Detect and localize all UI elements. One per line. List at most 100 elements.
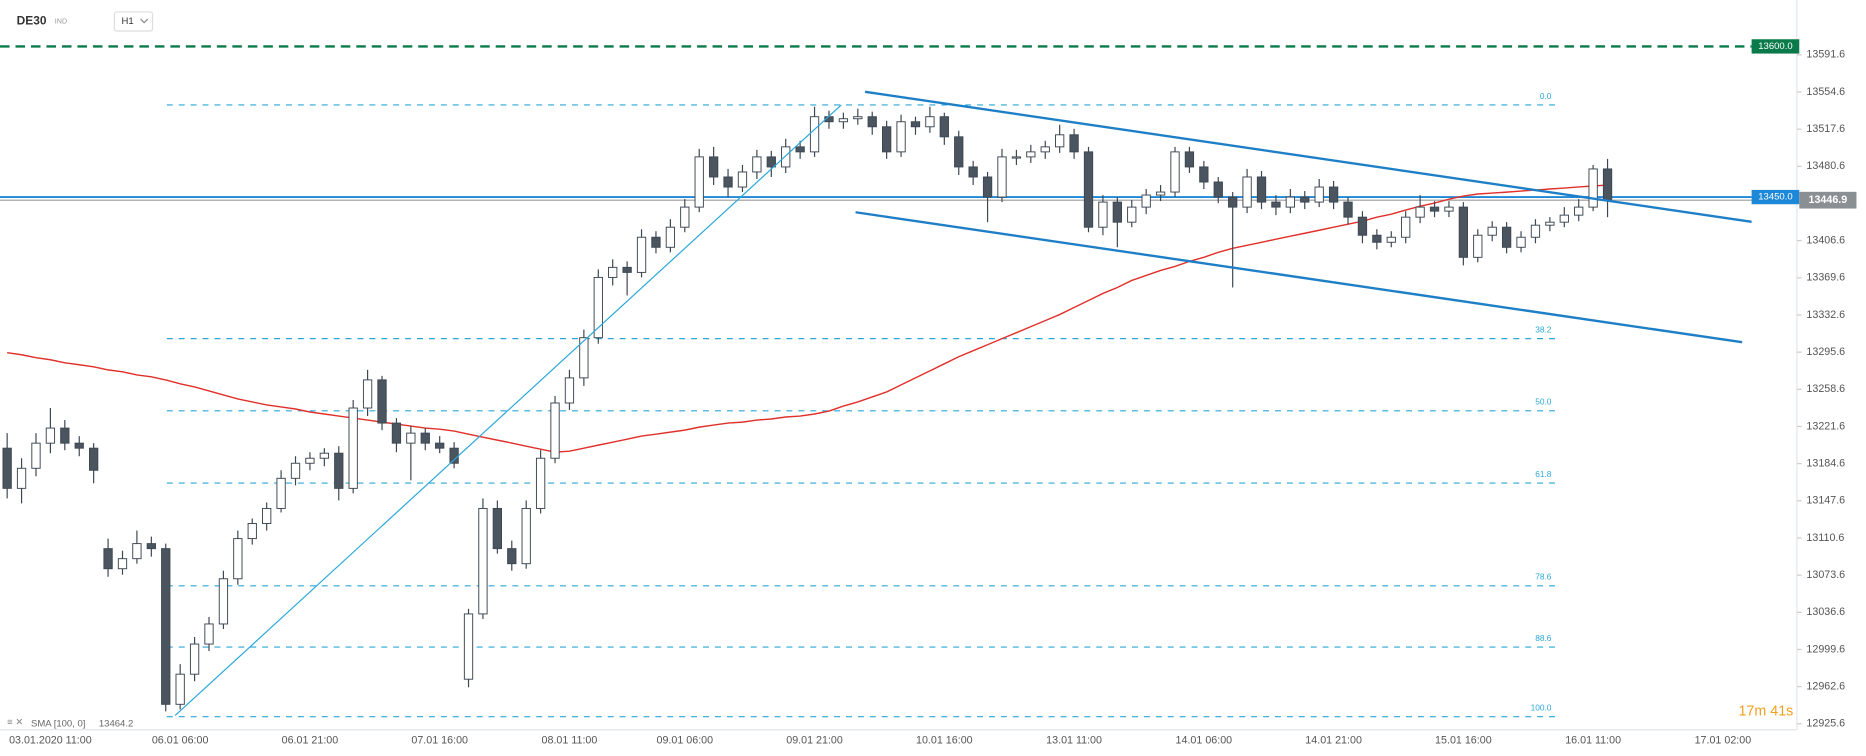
candle-body — [204, 623, 214, 645]
candle-body — [117, 558, 128, 570]
candle-body — [1242, 176, 1252, 208]
candle-body — [896, 121, 906, 153]
dropdown-icon[interactable] — [140, 18, 149, 24]
candle-body — [1372, 234, 1382, 243]
x-tick-label: 15.01 16:00 — [1435, 734, 1492, 746]
candle-body — [954, 136, 964, 168]
x-tick-label: 17.01 02:00 — [1695, 734, 1752, 746]
candle-body — [1530, 224, 1541, 238]
candle-body — [1559, 214, 1569, 223]
candle-body — [867, 116, 877, 128]
candle-body — [1199, 166, 1209, 183]
candle-body — [463, 613, 474, 680]
candle-body — [723, 176, 733, 188]
y-tick-label: 13258.6 — [1806, 383, 1845, 395]
y-tick-label: 13369.6 — [1806, 272, 1845, 284]
x-tick-label: 03.01.2020 11:00 — [9, 734, 92, 746]
x-tick-label: 10.01 16:00 — [916, 734, 973, 746]
candle-body — [161, 548, 171, 705]
fib-label: 38.2 — [1535, 324, 1552, 334]
sma-name: SMA [100, 0] — [31, 718, 85, 729]
candle-body — [1127, 206, 1137, 223]
channel-lower — [855, 211, 1743, 344]
candle-body — [391, 422, 402, 444]
timeframe-button[interactable] — [113, 11, 154, 32]
candle-body — [1343, 201, 1353, 218]
candle-body — [492, 507, 503, 550]
trend-line — [174, 104, 842, 716]
candle-body — [377, 379, 387, 424]
y-tick-label: 13110.6 — [1806, 532, 1844, 544]
candle-body — [262, 507, 272, 524]
candle-body — [233, 538, 243, 580]
plot — [0, 45, 1797, 718]
x-tick-label: 09.01 06:00 — [656, 734, 713, 746]
y-tick-label: 13480.6 — [1806, 160, 1845, 172]
candle-body — [925, 116, 935, 128]
candle-body — [247, 523, 257, 540]
y-tick-label: 13517.6 — [1806, 123, 1845, 135]
candle-body — [1386, 236, 1396, 243]
y-tick-label: 12925.6 — [1806, 718, 1845, 730]
fib-label: 50.0 — [1535, 397, 1552, 407]
candle-body — [680, 206, 690, 228]
sma-value: 13464.2 — [99, 718, 133, 729]
fib-label: 100.0 — [1531, 703, 1552, 713]
y-tick-label: 13184.6 — [1806, 457, 1845, 469]
candle-body — [708, 156, 719, 178]
candle-body — [1401, 216, 1411, 238]
channel-upper — [864, 90, 1752, 223]
candle-body — [2, 447, 12, 489]
y-tick-label: 12999.6 — [1806, 643, 1845, 655]
sma-line — [7, 184, 1608, 453]
candle-body — [1026, 151, 1036, 158]
y-tick-label: 13591.6 — [1806, 49, 1845, 61]
current-price-tag — [1799, 191, 1857, 209]
x-tick-label: 06.01 06:00 — [152, 734, 209, 746]
candle-body — [189, 643, 200, 675]
candle-body — [781, 146, 791, 168]
candle-body — [348, 407, 358, 489]
fib-label: 0.0 — [1540, 91, 1552, 101]
x-tick-label: 06.01 21:00 — [282, 734, 339, 746]
candle-body — [1155, 191, 1166, 196]
x-tick-label: 08.01 11:00 — [542, 734, 598, 746]
fib-label: 78.6 — [1535, 572, 1552, 582]
fib-label: 88.6 — [1535, 633, 1552, 643]
candle-body — [290, 462, 301, 479]
candle-body — [1487, 226, 1497, 236]
y-tick-label: 13295.6 — [1806, 346, 1845, 358]
candle-body — [1501, 226, 1512, 248]
candle-body — [218, 578, 229, 625]
candle-body — [16, 467, 27, 489]
y-tick-label: 13147.6 — [1806, 495, 1845, 507]
candle-body — [593, 276, 603, 339]
candle-body — [1458, 206, 1469, 258]
candle-body — [1141, 194, 1151, 208]
candle-body — [1328, 186, 1339, 203]
y-tick-label: 13406.6 — [1806, 234, 1845, 246]
candle-body — [795, 146, 805, 153]
symbol: DE30 — [17, 14, 47, 28]
candle-body — [507, 548, 517, 565]
candle-body — [1285, 196, 1295, 208]
candle-body — [564, 377, 575, 404]
price-tag — [1751, 189, 1800, 205]
candle-body — [910, 121, 921, 128]
x-tick-label: 14.01 06:00 — [1176, 734, 1233, 746]
candle-body — [1588, 168, 1598, 208]
sma-icons[interactable]: ≡ ✕ — [7, 717, 23, 728]
timeframe[interactable]: H1 — [122, 16, 134, 27]
candle-body — [406, 432, 416, 444]
candle-body — [175, 673, 185, 705]
candle-body — [1602, 168, 1613, 201]
candle-body — [737, 171, 748, 188]
candle-body — [1429, 206, 1440, 212]
candle-body — [651, 236, 661, 248]
candle-body — [435, 442, 445, 449]
candle-body — [939, 116, 949, 138]
candle-body — [579, 337, 589, 379]
